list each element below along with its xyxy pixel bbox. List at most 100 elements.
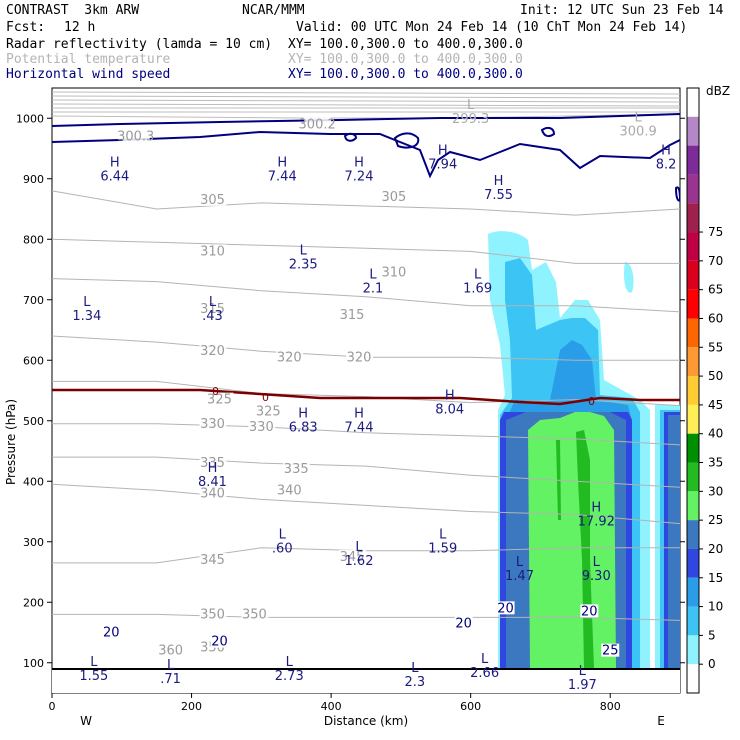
theta-label-bg [122, 129, 150, 143]
extrema-value: 2.73 [275, 669, 304, 684]
wind-label-bg [580, 604, 599, 618]
theta-label: 315 [200, 302, 225, 317]
colorbar-swatch [687, 232, 699, 261]
colorbar-label: 15 [708, 571, 723, 585]
x-tick-label: 200 [181, 700, 202, 713]
extrema-type: L [90, 655, 98, 670]
x-axis-label: Distance (km) [324, 714, 408, 728]
field-name-wind: Horizontal wind speed [6, 67, 171, 82]
x-tick-label: 600 [460, 700, 481, 713]
colorbar-swatch [687, 116, 699, 146]
colorbar-label: 25 [708, 513, 723, 527]
theta-label: 305 [381, 190, 406, 205]
extrema-value: 7.44 [268, 170, 297, 185]
x-tick-label: 0 [49, 700, 56, 713]
theta-contour-335 [52, 456, 680, 488]
extrema-value: 2.35 [289, 257, 318, 272]
extrema-type: H [591, 501, 601, 516]
y-tick-label: 1000 [16, 112, 44, 125]
wind-labels: 20 20 20 20 20 25 [102, 601, 620, 659]
field-name-theta: Potential temperature [6, 52, 171, 67]
y-tick-label: 600 [23, 354, 44, 367]
extrema-value: 1.47 [505, 569, 534, 584]
theta-label: 330 [200, 417, 225, 432]
org-label: NCAR/MMM [242, 3, 305, 18]
extrema-value: 1.59 [428, 542, 457, 557]
y-axis-label: Pressure (hPa) [4, 399, 18, 485]
theta-label: 345 [200, 553, 225, 568]
theta-label: 340 [200, 486, 225, 501]
theta-contour-305 [52, 190, 680, 216]
extrema-type: L [279, 528, 287, 543]
reflectivity-shading [488, 231, 680, 668]
colorbar-swatch [687, 548, 699, 578]
extrema-type: H [494, 174, 504, 189]
freezing-level-label-2: 0 [262, 391, 269, 404]
theta-label: 320 [277, 350, 302, 365]
theta-label: 350 [242, 607, 267, 622]
extrema-type: L [635, 110, 643, 125]
colorbar: 0 5 10 15 20 25 30 35 40 45 50 55 60 65 70 75 [686, 87, 723, 694]
theta-contour-310 [52, 238, 680, 264]
theta-contour-315 [52, 278, 680, 313]
theta-label-bg [241, 607, 269, 621]
x-axis-west-label: W [80, 714, 92, 728]
wind-label: 20 [497, 601, 514, 616]
colorbar-frame [686, 87, 700, 694]
extrema-type: L [209, 295, 217, 310]
extrema-type: L [481, 652, 489, 667]
theta-contours [52, 190, 680, 621]
extrema-value: .60 [272, 542, 293, 557]
theta-label: 320 [347, 350, 372, 365]
extrema-type: L [467, 98, 475, 113]
wind-label: 25 [602, 644, 619, 659]
extrema-value: 2.1 [363, 282, 384, 297]
theta-contour-330 [52, 423, 680, 446]
extrema-value: 6.44 [100, 170, 129, 185]
field-xy-theta: XY= 100.0,300.0 to 400.0,300.0 [288, 52, 523, 67]
extrema-value: 8.41 [198, 475, 227, 490]
theta-label-bg [199, 552, 227, 566]
extrema-type: L [579, 664, 587, 679]
wind-label: 20 [103, 626, 120, 641]
colorbar-swatch [687, 462, 699, 492]
extrema-value: 8.04 [435, 403, 464, 418]
colorbar-label: 70 [708, 254, 723, 268]
theta-contour-340 [52, 483, 680, 525]
theta-label-bg [339, 549, 367, 563]
extrema-value: 6.83 [289, 421, 318, 436]
extrema-value: 299.3 [452, 112, 489, 127]
theta-label-bg [199, 607, 227, 621]
colorbar-swatch [687, 347, 699, 377]
colorbar-label: 65 [708, 283, 723, 297]
extrema-value: 7.24 [345, 170, 374, 185]
theta-label-bg [199, 244, 227, 258]
colorbar-label: 75 [708, 225, 723, 239]
extrema-type: H [277, 156, 287, 171]
extrema-type: L [516, 555, 524, 570]
extrema-type: H [208, 461, 218, 476]
theta-label-bg [283, 462, 311, 476]
extrema-type: H [354, 407, 364, 422]
theta-label-bg [346, 350, 374, 364]
colorbar-swatch [687, 635, 699, 665]
extrema-type: H [298, 407, 308, 422]
colorbar-swatch [687, 577, 699, 607]
echo-25dbz-right [668, 415, 680, 668]
theta-label-bg [248, 419, 276, 433]
extrema-value: 1.69 [463, 282, 492, 297]
colorbar-label: 35 [708, 456, 723, 470]
theta-label: 310 [381, 266, 406, 281]
theta-label-bg [199, 344, 227, 358]
extrema-value: 7.94 [428, 158, 457, 173]
theta-label: 345 [340, 550, 365, 565]
theta-label: 315 [340, 308, 365, 323]
extrema-value: .43 [202, 309, 223, 324]
wind-label: 20 [581, 604, 598, 619]
colorbar-label: 60 [708, 311, 723, 325]
colorbar-swatch [687, 520, 699, 549]
extrema-value: 1.97 [568, 678, 597, 693]
